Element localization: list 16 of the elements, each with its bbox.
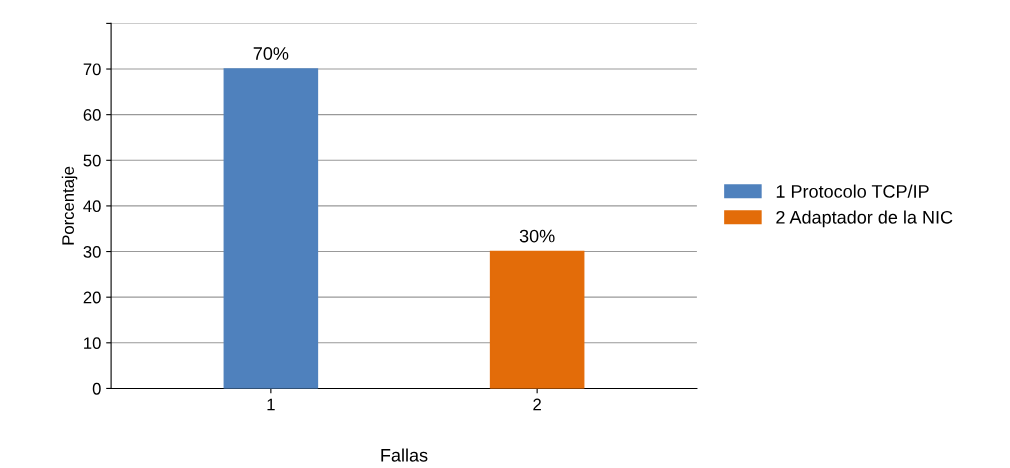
legend-label: 1 Protocolo TCP/IP bbox=[776, 184, 929, 198]
legend-label: 2 Adaptador de la NIC bbox=[776, 210, 953, 228]
x-tick-label: 1 bbox=[267, 398, 275, 411]
y-axis-title: Porcentaje bbox=[61, 166, 78, 245]
y-tick-label: 10 bbox=[84, 337, 101, 350]
data-label: 30% bbox=[519, 229, 555, 243]
x-axis-title: Fallas bbox=[381, 448, 428, 462]
y-tick-label: 60 bbox=[83, 109, 101, 121]
y-tick-label: 70 bbox=[83, 63, 101, 76]
data-label: 70% bbox=[253, 47, 289, 60]
y-tick-label: 0 bbox=[92, 382, 101, 395]
y-tick-label: 40 bbox=[83, 200, 101, 213]
y-tick-label: 20 bbox=[83, 291, 101, 304]
y-tick-label: 30 bbox=[83, 245, 101, 258]
x-tick-label: 2 bbox=[533, 398, 541, 411]
y-tick-label: 50 bbox=[83, 154, 101, 167]
